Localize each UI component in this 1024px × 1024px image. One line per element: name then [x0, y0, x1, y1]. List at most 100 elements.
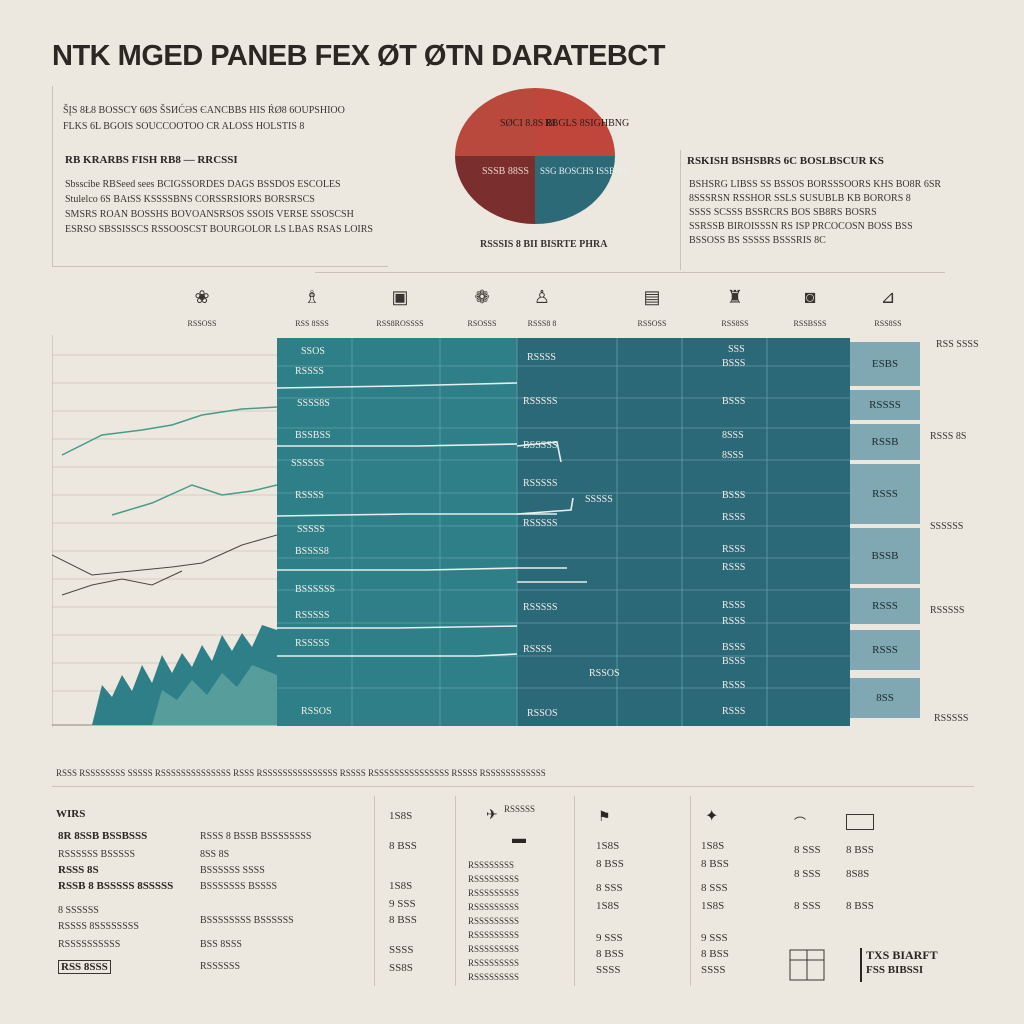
intro-left-para-4: ESRSO SBSSISSCS RSSOOSCST BOURGOLOR LS L…: [65, 224, 373, 235]
bottom-left-row4-a: RSSB 8 BSSSSS 8SSSSS: [58, 880, 174, 892]
teal-col7-labels: SSS BSSS BSSS 8SSS 8SSS BSSS RSSS RSSS R…: [700, 338, 780, 726]
stamp-top: TXS BIARFT: [866, 948, 938, 962]
plane-icon: ✈: [486, 806, 498, 822]
intro-right-para-3: SSSS SCSSS BSSRCRS BOS SB8RS BOSRS: [689, 207, 877, 218]
bottom-col3-6: 8 BSS: [701, 948, 729, 960]
flag-icon: ⚑: [598, 808, 611, 824]
teal-mid-label-2: RSSSSS: [523, 396, 558, 407]
card-icon: [846, 814, 874, 830]
column-label-9: RSS8SS: [874, 319, 902, 328]
pie-label-4: SSG BOSCHS ISSB 8 ESGS: [540, 166, 630, 176]
teal-mid-label-9: RSSOS: [589, 668, 620, 679]
intro-right-para-2: 8SSSRSN RSSHOR SSLS SUSUBLB KB BORORS 8: [689, 193, 911, 204]
bottom-left-row3-a: RSSS 8S: [58, 864, 99, 876]
bottom-mid-item-5: RSSSSSSSSS: [468, 902, 520, 912]
car-icon: ▬: [512, 830, 526, 846]
column-label-4: RSOSSS: [467, 319, 497, 328]
lion-icon: ❀: [194, 287, 210, 307]
column-label-1: RSSOSS: [187, 319, 217, 328]
side-cell-1: ESBS: [850, 342, 920, 386]
bottom-col-1: 1S8S 8 BSS 1S8S 9 SSS 8 BSS SSSS SS8S: [374, 796, 455, 986]
bottom-col-2: ⚑ 1S8S 8 BSS 8 SSS 1S8S 9 SSS 8 BSS SSSS: [590, 796, 670, 986]
bottom-left-row6-b: BSSSSSSSS BSSSSSS: [200, 915, 294, 926]
teal-mid-label-10: RSSOS: [527, 708, 558, 719]
teal-left-label-8: BSSSS8: [295, 546, 329, 557]
bottom-left-heading: WIRS: [56, 808, 86, 820]
right-label-4: RSSSSS: [930, 605, 965, 616]
bottom-col1-5: 8 BSS: [389, 914, 417, 926]
bottom-left-row8-a: RSS 8SSS: [58, 960, 111, 974]
intro-right-heading: RSKISH BSHSBRS 6C BOSLBSCUR KS: [687, 155, 884, 167]
bottom-mid-item-10: RSSSSSSSSS: [468, 972, 520, 982]
bottom-col2-7: SSSS: [596, 964, 621, 976]
bottle-icon: ♙: [533, 287, 551, 307]
pie-slice-2: [455, 88, 535, 156]
right-label-3: SSSSSS: [930, 521, 964, 532]
teal-left-label-7: SSSSS: [297, 524, 325, 535]
pie-label-3: SSSB 88SS: [482, 166, 529, 177]
camera-icon: ◙: [804, 287, 816, 307]
bottom-left-row7-a: RSSSSSSSSSS: [58, 939, 121, 950]
pie-slice-4: [535, 156, 615, 224]
teal-table-left: [277, 338, 517, 726]
teal-mid-label-6: SSSSS: [585, 494, 613, 505]
bottom-left-row2-b: 8SS 8S: [200, 849, 230, 860]
pie-caption: RSSSIS 8 BII BISRTE PHRA: [480, 239, 608, 250]
footer-line: RSSS RSSSSSSSS SSSSS RSSSSSSSSSSSSSS RSS…: [56, 768, 546, 778]
side-cell-8: 8SS: [850, 678, 920, 718]
bottom-col4-5: 8 SSS: [794, 900, 821, 912]
pie-label-1: SØCI 8.8S BI: [500, 118, 556, 129]
bottom-left-row7-b: BSS 8SSS: [200, 939, 242, 950]
bottom-left-row1-b: RSSS 8 BSSB BSSSSSSSS: [200, 831, 312, 842]
col7-label-13: BSSS: [722, 656, 746, 667]
bottom-col3-4: 1S8S: [701, 900, 725, 912]
bottom-col1-7: SS8S: [389, 962, 413, 974]
bottom-left-row3-b: BSSSSSS SSSS: [200, 865, 265, 876]
pie-slice-1: [535, 88, 615, 156]
bottom-mid-item-6: RSSSSSSSSS: [468, 916, 520, 926]
page-title: NTK MGED PANEB FEX ØT ØTN DARATEBCT: [52, 40, 665, 72]
teal-left-label-2: RSSSS: [295, 366, 324, 377]
intro-left-line-2: FLKS 6L BGOIS SOUCCOOTOO CR ALOSS HOLSTI…: [63, 121, 305, 132]
column-label-3: RSS8ROSSSS: [376, 319, 424, 328]
bottom-col3-2: 8 BSS: [701, 858, 729, 870]
bottom-left-row5-a: 8 SSSSSS: [58, 905, 99, 916]
bottom-col1-6: SSSS: [389, 944, 414, 956]
bottom-col4-3: 8 SSS: [794, 868, 821, 880]
right-label-1: RSS SSSS: [936, 339, 979, 350]
col7-label-3: BSSS: [722, 396, 746, 407]
col7-label-6: BSSS: [722, 490, 746, 501]
col7-label-9: RSSS: [722, 562, 746, 573]
bottom-col2-6: 8 BSS: [596, 948, 624, 960]
intro-left-para-1: Sbsscibe RBSeed sees BCIGSSORDES DAGS BS…: [65, 179, 341, 190]
column-header-row: ❀ RSSOSS ♗ RSS 8SSS ▣ RSS8ROSSSS ❁ RSOSS…: [170, 285, 930, 335]
bottom-col4-6: 8 BSS: [846, 900, 874, 912]
basket-icon: ⊿: [880, 287, 896, 307]
teal-left-label-4: BSSBSS: [295, 430, 331, 441]
intro-left-heading: RB KRARBS FISH RB8 — RRCSSI: [65, 154, 238, 166]
bottom-col2-3: 8 SSS: [596, 882, 623, 894]
teal-mid-label-7: RSSSSS: [523, 602, 558, 613]
right-label-5: RSSSSS: [934, 713, 969, 724]
bottom-mid-item-7: RSSSSSSSSS: [468, 930, 520, 940]
pie-label-2: RBGLS 8SIGHBNG: [545, 118, 629, 129]
connector-line: [315, 272, 945, 273]
bottom-col-4: ⌒ 8 SSS 8 BSS 8 SSS 8S8S 8 SSS 8 BSS TXS…: [786, 808, 976, 988]
bottom-col1-3: 1S8S: [389, 880, 413, 892]
teal-mid-label-5: RSSSSS: [523, 518, 558, 529]
col7-label-12: BSSS: [722, 642, 746, 653]
bottom-col3-3: 8 SSS: [701, 882, 728, 894]
col7-label-4: 8SSS: [722, 430, 744, 441]
bottom-col4-1: 8 SSS: [794, 844, 821, 856]
side-cell-6: RSSS: [850, 588, 920, 624]
side-cell-4: RSSS: [850, 464, 920, 524]
intro-right-block: RSKISH BSHSBRS 6C BOSLBSCUR KS BSHSRG LI…: [680, 150, 981, 270]
column-label-7: RSS8SS: [721, 319, 749, 328]
teal-left-label-1: SSOS: [301, 346, 325, 357]
intro-right-para-1: BSHSRG LIBSS SS BSSOS BORSSSOORS KHS BO8…: [689, 179, 942, 190]
col7-label-7: RSSS: [722, 512, 746, 523]
column-label-2: RSS 8SSS: [295, 319, 329, 328]
bottom-mid-list: ✈ ▬ RSSSSS RSSSSSSSS RSSSSSSSSS RSSSSSSS…: [455, 796, 575, 986]
teal-left-label-5: SSSSSS: [291, 458, 325, 469]
teal-left-label-3: SSSS8S: [297, 398, 330, 409]
